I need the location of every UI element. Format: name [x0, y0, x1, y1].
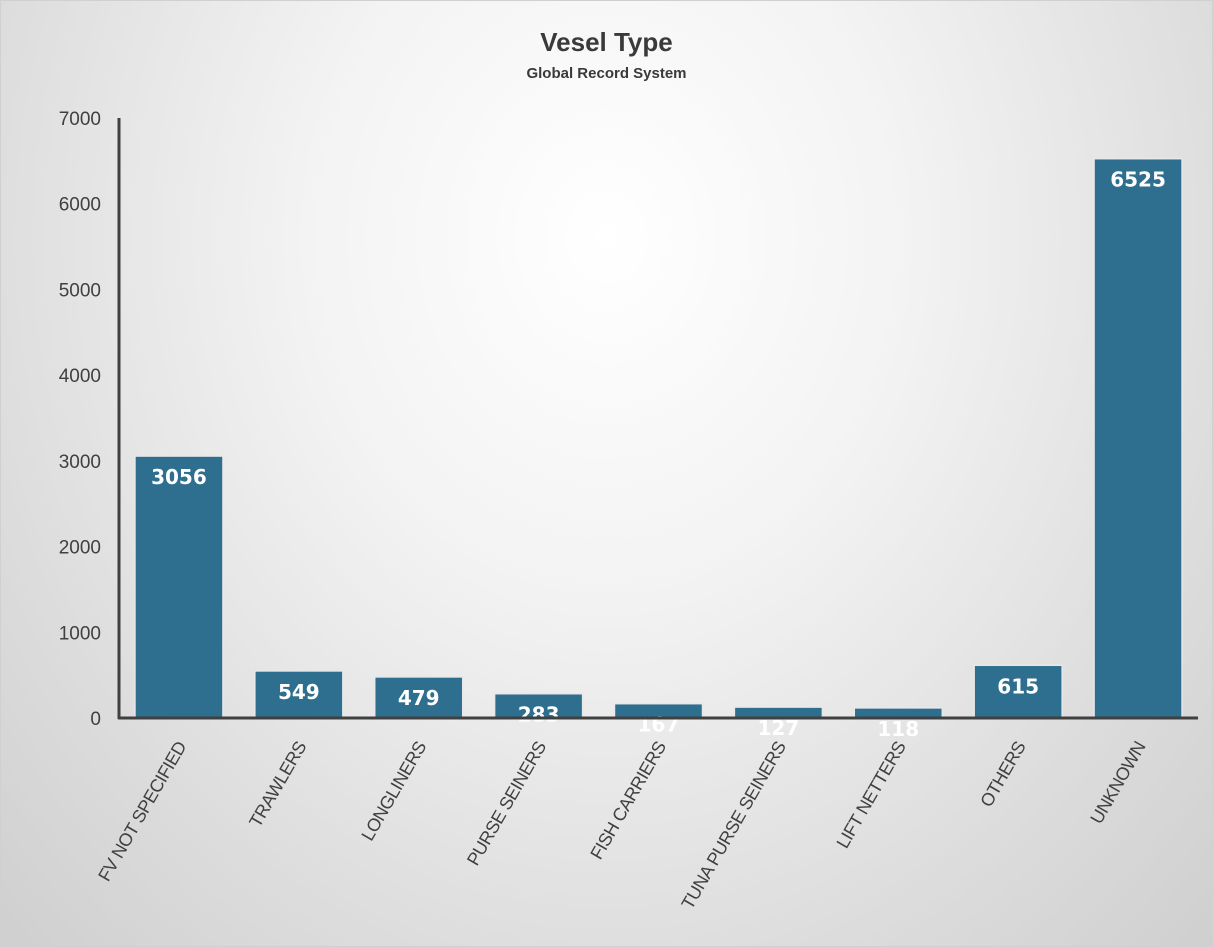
- y-tick-label: 7000: [59, 109, 101, 130]
- y-tick-label: 4000: [59, 366, 101, 387]
- y-tick-label: 3000: [59, 452, 101, 473]
- y-tick-label: 1000: [59, 623, 101, 644]
- y-tick-label: 0: [90, 709, 101, 730]
- bar-value-label: 549: [278, 680, 320, 704]
- x-tick-label: FV NOT SPECIFIED: [94, 738, 190, 885]
- x-tick-label: TUNA PURSE SEINERS: [678, 738, 791, 913]
- x-tick-label: UNKNOWN: [1086, 738, 1149, 827]
- y-tick-label: 5000: [59, 280, 101, 301]
- chart-subtitle: Global Record System: [526, 65, 687, 82]
- bar: [1093, 157, 1183, 719]
- bar: [254, 670, 344, 719]
- x-tick-label: LIFT NETTERS: [833, 738, 910, 852]
- x-tick-label: FISH CARRIERS: [586, 738, 670, 863]
- y-tick-label: 2000: [59, 538, 101, 559]
- bar-value-label: 167: [638, 713, 680, 737]
- bar: [973, 664, 1063, 719]
- bar-value-label: 615: [997, 674, 1039, 698]
- x-tick-label: TRAWLERS: [245, 738, 310, 831]
- bar-value-label: 479: [398, 686, 440, 710]
- bar-value-label: 118: [877, 717, 919, 741]
- y-tick-label: 6000: [59, 195, 101, 216]
- bar-value-label: 6525: [1110, 168, 1166, 192]
- bar-value-label: 3056: [151, 465, 207, 489]
- bar: [134, 455, 224, 719]
- bar-value-label: 283: [518, 703, 560, 727]
- bar: [373, 676, 464, 719]
- x-tick-label: LONGLINERS: [357, 738, 430, 845]
- x-tick-label: OTHERS: [976, 738, 1030, 811]
- chart-title: Vesel Type: [540, 27, 673, 57]
- bar-value-label: 127: [758, 716, 800, 740]
- x-tick-label: PURSE SEINERS: [463, 738, 550, 869]
